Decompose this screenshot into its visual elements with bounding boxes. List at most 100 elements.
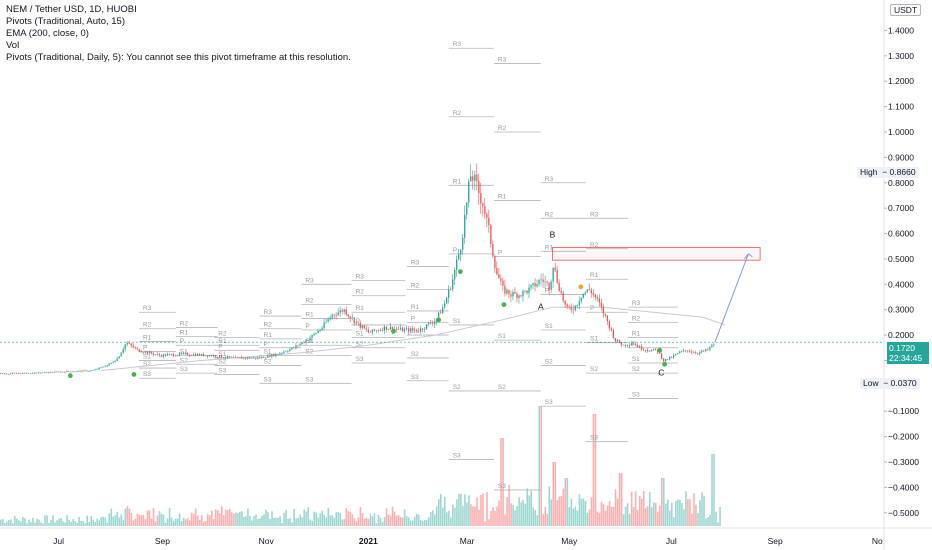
candle-body: [458, 253, 460, 260]
volume-bar: [654, 502, 657, 526]
candle-body: [100, 367, 102, 368]
pivot-point-marker: [67, 373, 73, 379]
candle-body: [152, 353, 154, 355]
volume-bar: [146, 510, 149, 526]
candle-body: [648, 350, 651, 352]
volume-bar: [717, 522, 719, 526]
volume-bar: [60, 517, 62, 526]
low-tag-value: 0.0370: [890, 378, 917, 388]
candle-body: [186, 353, 189, 356]
volume-bar: [239, 511, 241, 526]
volume-bar: [355, 521, 358, 526]
volume-bar: [36, 518, 38, 526]
pivot-label: R3: [545, 176, 554, 183]
bar-countdown: 22:34:45: [889, 353, 923, 363]
candle-body: [313, 333, 315, 336]
pivot-label: S2: [545, 359, 553, 366]
legend-volume[interactable]: Vol: [6, 40, 20, 51]
legend-title[interactable]: NEM / Tether USD, 1D, HUOBI: [6, 4, 137, 15]
volume-bar: [675, 500, 677, 526]
volume-bar: [160, 513, 163, 526]
volume-bar: [409, 520, 412, 526]
price-tick-label: 1.2000: [888, 76, 914, 86]
candle-body: [72, 371, 74, 373]
pivot-label: R2: [305, 298, 314, 305]
candle-body: [658, 352, 661, 354]
volume-bar: [450, 517, 452, 526]
high-tag: High − 0.8660: [857, 167, 919, 178]
volume-bar: [405, 515, 408, 526]
candle-body: [456, 259, 458, 270]
candle-body: [74, 371, 76, 373]
volume-bar: [486, 492, 488, 526]
volume-bar: [572, 508, 575, 526]
legend-pivots-daily[interactable]: Pivots (Traditional, Daily, 5): You cann…: [6, 52, 351, 63]
volume-bar: [377, 515, 380, 526]
candle-body: [691, 351, 693, 353]
volume-bar: [468, 495, 470, 526]
volume-bar: [158, 511, 161, 526]
volume-bar: [128, 508, 131, 526]
volume-bar: [620, 473, 623, 526]
pivot-label: S3: [264, 376, 272, 383]
volume-bar: [172, 520, 175, 526]
candle-body: [351, 317, 353, 319]
pivot-label: S3: [218, 367, 226, 374]
volume-bar: [512, 504, 514, 526]
candle-body: [140, 351, 142, 353]
volume-bar: [170, 517, 173, 526]
volume-bar: [399, 517, 402, 526]
legend-ema[interactable]: EMA (200, close, 0): [6, 28, 89, 39]
volume-bar: [492, 507, 494, 526]
candle-body: [403, 329, 406, 332]
candle-body: [84, 370, 86, 372]
candle-body: [28, 373, 30, 374]
candle-body: [602, 306, 605, 314]
volume-bar: [578, 494, 581, 526]
volume-bar: [200, 515, 203, 526]
volume-bar: [554, 462, 557, 526]
volume-bar: [677, 499, 679, 526]
pivot-point-marker: [391, 328, 396, 334]
volume-bar: [325, 517, 328, 526]
currency-button[interactable]: USDT: [890, 4, 922, 16]
volume-bar: [713, 454, 715, 526]
pivot-label: R2: [498, 125, 507, 132]
pivot-label: R1: [356, 305, 365, 312]
volume-bar: [403, 509, 406, 526]
pivot-label: R2: [218, 331, 227, 338]
candle-body: [560, 291, 562, 293]
candle-body: [474, 174, 476, 181]
candle-body: [50, 372, 52, 373]
candle-body: [437, 312, 440, 319]
candle-body: [576, 305, 578, 307]
candle-body: [600, 302, 603, 307]
volume-bar: [496, 506, 498, 526]
pivot-label: S1: [498, 333, 506, 340]
candle-body: [367, 329, 369, 333]
candle-body: [391, 326, 394, 331]
volume-bar: [401, 517, 404, 526]
legend-pivots-auto[interactable]: Pivots (Traditional, Auto, 15): [6, 16, 125, 27]
volume-bar: [439, 493, 442, 526]
volume-bar: [253, 516, 255, 526]
candle-body: [558, 282, 560, 292]
candle-body: [333, 314, 335, 316]
volume-bar: [705, 518, 707, 526]
candle-body: [542, 279, 544, 283]
volume-bar: [679, 499, 681, 526]
candle-body: [466, 202, 468, 215]
candle-body: [249, 357, 251, 359]
candle-body: [482, 203, 484, 207]
volume-bar: [462, 505, 464, 526]
volume-bar: [618, 473, 621, 526]
candle-body: [510, 294, 512, 297]
volume-bar: [114, 515, 117, 526]
volume-bar: [237, 512, 239, 526]
price-tick-label: −0.3000: [888, 457, 919, 467]
pivot-label: P: [590, 305, 594, 312]
volume-bar: [558, 496, 561, 526]
volume-bar: [150, 518, 153, 526]
volume-bar: [243, 516, 245, 526]
